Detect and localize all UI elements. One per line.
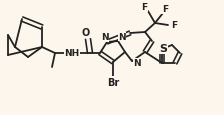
Text: NH: NH (64, 49, 80, 58)
Text: F: F (141, 3, 147, 12)
Text: N: N (133, 59, 141, 68)
Text: O: O (82, 28, 90, 38)
Text: N: N (101, 33, 109, 42)
Text: S: S (159, 44, 167, 54)
Text: N: N (118, 32, 126, 41)
Text: F: F (171, 21, 177, 30)
Text: F: F (162, 5, 168, 14)
Text: Br: Br (107, 77, 119, 87)
